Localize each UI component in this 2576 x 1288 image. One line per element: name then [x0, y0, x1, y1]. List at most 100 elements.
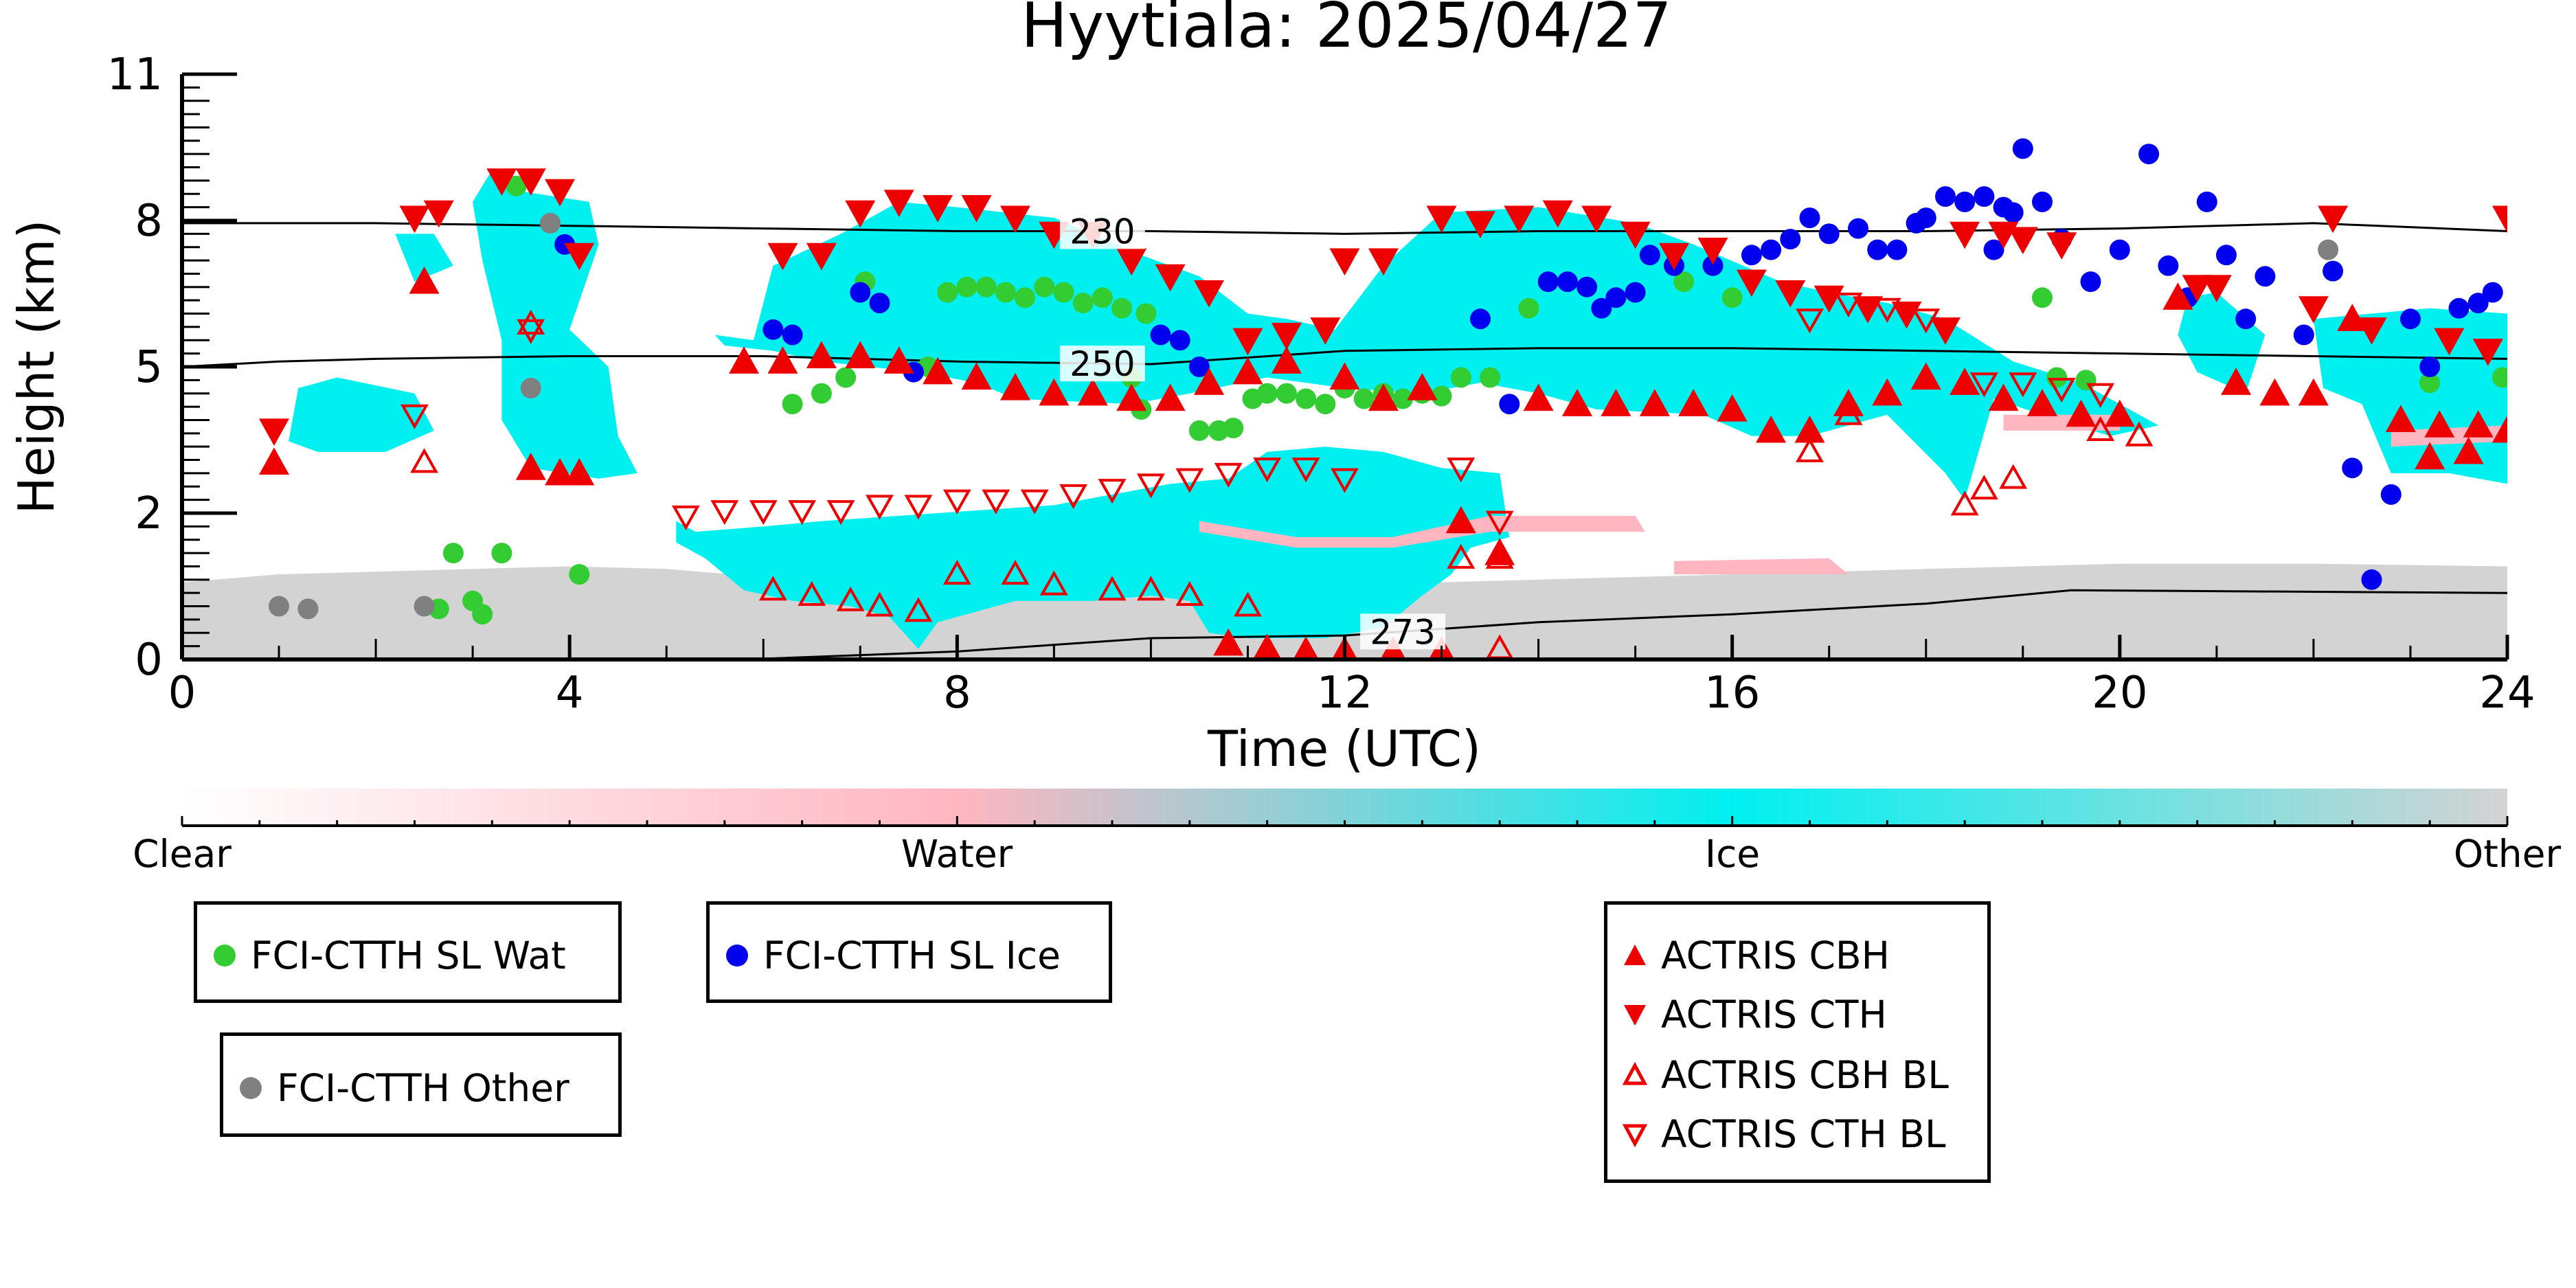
marker-fci-ctth-sl-wat: [975, 276, 997, 297]
contour-label-bg: [1360, 613, 1446, 650]
legend-marker-blue-circle: [726, 945, 748, 967]
legend-label: ACTRIS CBH BL: [1661, 1053, 1949, 1097]
contour-label-bg: [1059, 213, 1145, 249]
marker-actris-cth-bl: [942, 489, 971, 515]
marker-actris-cth-bl: [2047, 377, 2076, 403]
marker-actris-cbh-bl: [1136, 576, 1165, 601]
contour-label-230: 230: [1070, 212, 1135, 251]
marker-fci-ctth-sl-wat: [1315, 394, 1336, 415]
marker-fci-ctth-sl-wat: [442, 543, 464, 564]
marker-actris-cbh: [2492, 415, 2507, 443]
marker-fci-ctth-sl-ice: [1780, 229, 1801, 250]
marker-actris-cbh-bl: [2125, 421, 2154, 447]
x-tick-label: 12: [1317, 668, 1372, 719]
marker-fci-ctth-sl-ice: [2361, 569, 2382, 590]
marker-actris-cth-bl: [749, 500, 778, 526]
contour-line-273: [743, 589, 2507, 659]
marker-fci-ctth-sl-wat: [506, 175, 527, 196]
marker-actris-cth-bl: [904, 495, 933, 520]
marker-fci-ctth-sl-ice: [2032, 191, 2053, 212]
marker-actris-cth: [2356, 317, 2387, 345]
y-tick-label: 2: [135, 488, 163, 539]
marker-fci-ctth-other: [540, 212, 561, 234]
marker-actris-cth-bl: [517, 319, 545, 344]
marker-actris-cth: [883, 190, 914, 217]
marker-fci-ctth-sl-ice: [1886, 239, 1908, 260]
marker-fci-ctth-sl-wat: [1480, 367, 1501, 388]
marker-actris-cbh-bl: [2086, 416, 2115, 441]
legend-marker-triangle-down-icon: [1624, 1005, 1646, 1026]
colorbar-label-clear: Clear: [133, 832, 231, 876]
marker-fci-ctth-sl-ice: [1150, 324, 1171, 346]
marker-actris-cth: [1504, 205, 1535, 234]
marker-actris-cth: [2046, 232, 2077, 260]
marker-actris-cbh-bl: [836, 586, 865, 611]
marker-actris-cth: [1697, 238, 1728, 265]
legend-box-other: FCI-CTTH Other: [220, 1032, 622, 1137]
legend-item-fci-other: FCI-CTTH Other: [236, 1066, 569, 1110]
marker-actris-cbh: [729, 346, 760, 374]
marker-actris-cth: [258, 418, 289, 446]
marker-actris-cth: [1659, 242, 1690, 271]
marker-fci-ctth-sl-wat: [569, 564, 590, 585]
data-markers: [258, 138, 2507, 659]
marker-fci-ctth-sl-wat: [995, 282, 1016, 303]
marker-actris-cbh: [1077, 378, 1108, 406]
marker-fci-ctth-sl-ice: [1818, 223, 1840, 245]
legend-item-actris-cth: ACTRIS CTH: [1620, 993, 1887, 1037]
legend-label: ACTRIS CBH: [1661, 934, 1890, 978]
marker-fci-ctth-sl-ice: [1974, 186, 1995, 207]
marker-fci-ctth-sl-ice: [1537, 271, 1559, 293]
marker-actris-cbh: [2259, 378, 2290, 406]
marker-fci-ctth-other: [269, 596, 289, 617]
marker-actris-cbh-bl: [1999, 464, 2028, 489]
marker-actris-cbh: [999, 372, 1030, 400]
y-tick-label: 0: [135, 635, 163, 686]
marker-fci-ctth-sl-wat: [1431, 385, 1452, 407]
colorbar-label-water: Water: [901, 832, 1013, 876]
marker-actris-cth: [1368, 248, 1399, 276]
legend-label: ACTRIS CTH: [1661, 993, 1887, 1037]
marker-actris-cbh: [564, 457, 595, 486]
marker-actris-cbh: [1794, 415, 1825, 443]
marker-actris-cth: [1814, 285, 1844, 313]
legend-box-actris: ACTRIS CBH ACTRIS CTH ACTRIS CBH BL ACTR…: [1604, 901, 1991, 1183]
chart-title: Hyytiala: 2025/04/27: [1021, 0, 1671, 62]
marker-actris-cbh: [2337, 304, 2368, 331]
marker-fci-ctth-sl-wat: [937, 282, 958, 303]
marker-actris-cth: [1736, 269, 1767, 297]
legend-label: FCI-CTTH SL Wat: [251, 934, 566, 978]
marker-actris-cbh: [1872, 378, 1903, 406]
marker-actris-cbh-bl: [798, 580, 826, 607]
marker-actris-cth: [1232, 328, 1263, 356]
legend-item-actris-cbh: ACTRIS CBH: [1620, 934, 1890, 978]
marker-fci-ctth-sl-ice: [1702, 255, 1724, 276]
marker-actris-cth-bl: [1912, 308, 1941, 334]
x-tick-label: 8: [943, 668, 971, 719]
marker-actris-cbh: [1910, 362, 1941, 390]
y-ticks: 0 2 5 8 11: [107, 49, 237, 686]
marker-actris-cbh: [2104, 399, 2135, 427]
marker-actris-cth: [1155, 264, 1186, 292]
marker-actris-cth: [1116, 248, 1147, 276]
marker-fci-ctth-sl-wat: [1353, 388, 1375, 409]
marker-fci-ctth-sl-wat: [2075, 370, 2097, 391]
classification-field: [182, 170, 2507, 659]
marker-fci-ctth-sl-ice: [869, 293, 890, 314]
marker-fci-ctth-sl-wat: [1111, 297, 1133, 319]
legend-item-actris-cth-bl: ACTRIS CTH BL: [1620, 1112, 1946, 1156]
marker-fci-ctth-sl-ice: [1915, 207, 1936, 229]
marker-fci-ctth-sl-ice: [1625, 282, 1646, 303]
marker-fci-ctth-other: [414, 596, 435, 617]
colorbar-label-ice: Ice: [1705, 832, 1760, 876]
marker-actris-cbh: [2415, 442, 2445, 470]
marker-actris-cth: [399, 205, 430, 234]
marker-fci-ctth-sl-ice: [2467, 293, 2489, 314]
marker-fci-ctth-sl-ice: [2196, 191, 2217, 212]
marker-actris-cbh-bl: [758, 576, 787, 601]
marker-actris-cbh: [2453, 436, 2484, 464]
marker-actris-cbh: [2162, 282, 2193, 310]
marker-actris-cbh: [1950, 368, 1980, 395]
marker-actris-cth: [1930, 317, 1961, 345]
